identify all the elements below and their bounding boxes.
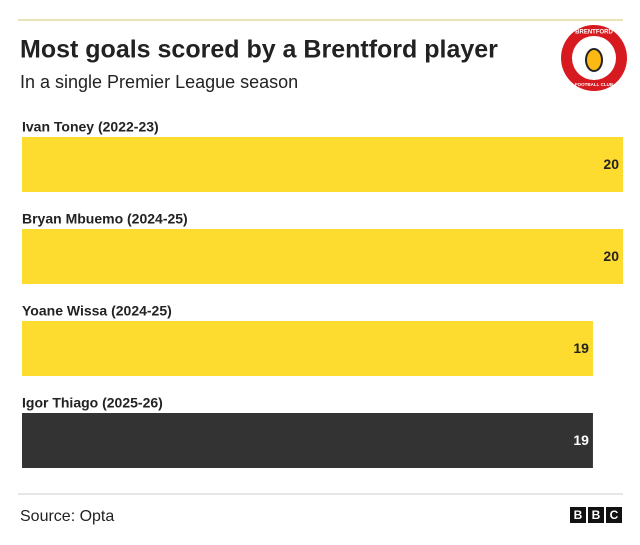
- bbc-letter: B: [574, 508, 583, 522]
- category-label: Bryan Mbuemo (2024-25): [22, 211, 188, 227]
- bbc-letter: C: [610, 508, 619, 522]
- bbc-box: [606, 507, 622, 523]
- bar: [22, 413, 593, 468]
- category-label: Igor Thiago (2025-26): [22, 395, 163, 411]
- badge-bottom-text: FOOTBALL CLUB: [575, 82, 614, 87]
- bar: [22, 137, 623, 192]
- club-badge: BRENTFORD FOOTBALL CLUB: [561, 25, 627, 91]
- value-label: 20: [603, 248, 619, 264]
- category-label: Ivan Toney (2022-23): [22, 119, 159, 135]
- bbc-letter: B: [592, 508, 601, 522]
- badge-top-text: BRENTFORD: [575, 30, 613, 36]
- category-label: Yoane Wissa (2024-25): [22, 303, 172, 319]
- bar: [22, 321, 593, 376]
- bar: [22, 229, 623, 284]
- value-label: 19: [573, 340, 589, 356]
- bbc-box: [588, 507, 604, 523]
- source: Source: Opta: [20, 508, 114, 525]
- value-label: 20: [603, 156, 619, 172]
- bbc-box: [570, 507, 586, 523]
- badge-bee: [585, 48, 603, 72]
- chart-title: Most goals scored by a Brentford player: [20, 36, 498, 64]
- value-label: 19: [573, 432, 589, 448]
- chart-subtitle: In a single Premier League season: [20, 72, 298, 92]
